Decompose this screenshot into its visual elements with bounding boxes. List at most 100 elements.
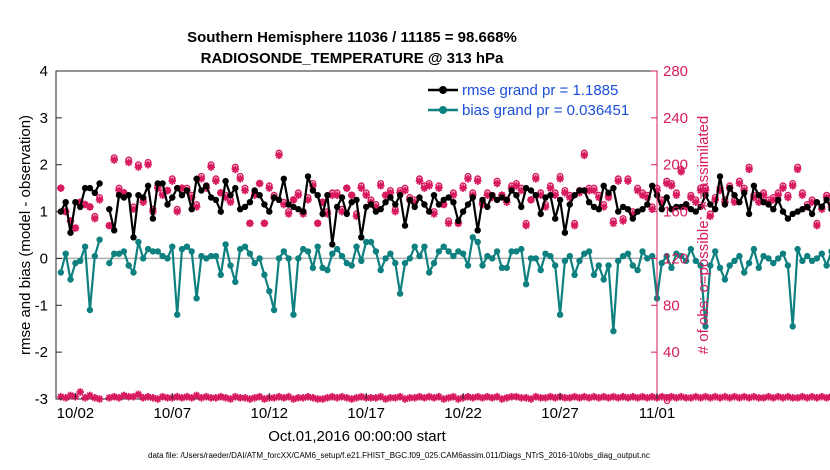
- y-tick-label-left: -3: [35, 391, 48, 408]
- rmse-point: [639, 206, 646, 213]
- obs-assimilated-point: [343, 184, 351, 192]
- rmse-point: [585, 199, 593, 206]
- obs-bottom-point: [328, 392, 337, 401]
- obs-assimilated-point: [527, 196, 535, 204]
- obs-assimilated-point: [425, 182, 433, 190]
- obs-assimilated-point: [692, 198, 700, 206]
- rmse-point: [164, 201, 171, 208]
- bias-point: [464, 262, 472, 269]
- rmse-point: [726, 184, 733, 192]
- bias-point: [174, 311, 181, 318]
- bias-point: [750, 245, 758, 253]
- rmse-point: [387, 194, 394, 201]
- bias-point: [426, 269, 433, 276]
- rmse-point: [290, 203, 297, 211]
- rmse-point: [392, 201, 399, 208]
- obs-assimilated-point: [294, 191, 303, 199]
- chart-title-line2: RADIOSONDE_TEMPERATURE @ 313 hPa: [201, 50, 504, 67]
- legend-bias-label: bias grand pr = 0.036451: [462, 102, 629, 119]
- y-axis-label-left: rmse and bias (model - observation): [17, 115, 34, 355]
- obs-assimilated-point: [347, 191, 356, 199]
- obs-assimilated-point: [401, 186, 409, 195]
- bias-point: [605, 262, 612, 269]
- obs-assimilated-point: [110, 156, 118, 164]
- rmse-point: [314, 192, 321, 199]
- obs-assimilated-point: [313, 219, 322, 228]
- bias-point: [237, 245, 244, 253]
- rmse-point: [721, 201, 729, 208]
- rmse-point: [673, 203, 680, 211]
- bias-point: [779, 250, 787, 257]
- bias-point: [304, 248, 312, 255]
- obs-assimilated-point: [798, 191, 807, 199]
- bias-point: [765, 255, 772, 262]
- obs-assimilated-point: [570, 221, 579, 230]
- bias-point: [518, 245, 525, 253]
- rmse-point: [605, 189, 612, 196]
- rmse-point: [266, 208, 273, 215]
- rmse-point: [794, 208, 801, 215]
- bias-point: [459, 250, 467, 257]
- bias-point: [571, 271, 578, 278]
- bias-point: [348, 262, 355, 269]
- rmse-point: [72, 199, 79, 206]
- rmse-point: [86, 184, 94, 192]
- rmse-point: [261, 201, 268, 208]
- rmse-point: [280, 175, 287, 182]
- bias-point: [338, 252, 346, 260]
- bias-point: [552, 262, 559, 269]
- obs-assimilated-point: [464, 175, 472, 183]
- obs-assimilated-point: [779, 184, 787, 192]
- obs-assimilated-point: [735, 179, 744, 188]
- obs-assimilated-point: [590, 186, 598, 195]
- rmse-point: [552, 215, 559, 222]
- rmse-point: [581, 187, 588, 194]
- obs-assimilated-point: [338, 207, 346, 216]
- bias-point: [498, 264, 506, 271]
- bias-point: [183, 243, 191, 250]
- obs-assimilated-point: [706, 212, 715, 221]
- bias-point: [430, 259, 438, 267]
- rmse-point: [459, 208, 467, 215]
- obs-assimilated-point: [788, 182, 797, 190]
- bias-point: [62, 250, 69, 257]
- obs-assimilated-point: [91, 214, 99, 223]
- bias-point: [382, 255, 389, 262]
- bias-point: [188, 248, 195, 255]
- x-tick-label: 10/27: [541, 405, 579, 422]
- bias-point: [130, 269, 137, 276]
- rmse-point: [707, 201, 714, 208]
- rmse-point: [174, 184, 181, 192]
- bias-point: [770, 259, 777, 267]
- rmse-point: [716, 173, 724, 180]
- rmse-point: [91, 189, 99, 196]
- rmse-point: [159, 180, 166, 187]
- rmse-point: [804, 203, 811, 211]
- rmse-point: [658, 206, 665, 213]
- rmse-point: [217, 208, 224, 215]
- bias-point: [435, 248, 443, 255]
- bias-point: [81, 243, 89, 250]
- rmse-point: [183, 187, 191, 194]
- bias-point: [203, 255, 210, 262]
- y-tick-label-right: 40: [663, 344, 680, 361]
- obs-assimilated-point: [813, 221, 821, 230]
- rmse-point: [304, 173, 312, 180]
- bias-point: [295, 255, 302, 262]
- bias-point: [590, 271, 598, 278]
- rmse-point: [770, 206, 777, 213]
- bias-point: [745, 259, 753, 267]
- obs-assimilated-point: [124, 158, 133, 167]
- obs-assimilated-point: [275, 151, 283, 160]
- bias-point: [57, 269, 64, 276]
- rmse-point: [678, 203, 685, 211]
- bias-point: [673, 250, 680, 257]
- rmse-point: [333, 203, 341, 211]
- bias-point: [726, 262, 733, 269]
- obs-assimilated-point: [633, 186, 642, 195]
- bias-point: [416, 252, 423, 260]
- bias-point: [280, 248, 287, 255]
- bias-point: [503, 264, 510, 271]
- rmse-point: [135, 192, 142, 199]
- rmse-point: [489, 192, 496, 199]
